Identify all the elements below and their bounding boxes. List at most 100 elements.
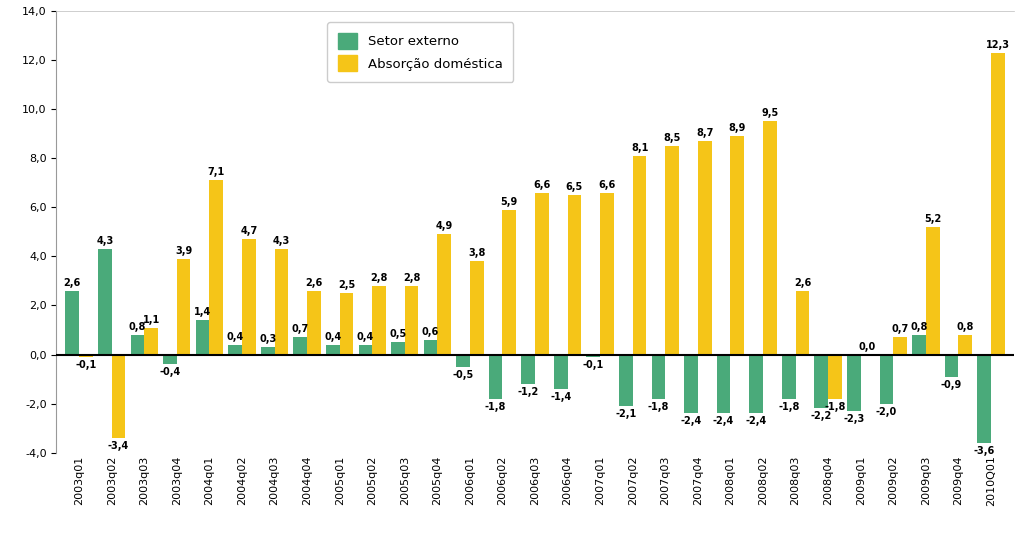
Text: -1,8: -1,8 — [824, 402, 846, 412]
Text: 8,7: 8,7 — [696, 128, 714, 138]
Text: 2,8: 2,8 — [402, 273, 420, 283]
Text: 3,8: 3,8 — [468, 248, 485, 258]
Text: -3,4: -3,4 — [108, 441, 129, 451]
Bar — [196, 320, 209, 354]
Bar — [424, 340, 437, 354]
Text: 12,3: 12,3 — [986, 40, 1010, 50]
Bar — [814, 354, 828, 408]
Bar — [404, 286, 419, 354]
Text: -0,9: -0,9 — [941, 380, 963, 390]
Text: 1,4: 1,4 — [194, 307, 211, 317]
Bar — [651, 354, 666, 399]
Bar — [294, 337, 307, 354]
Bar — [796, 291, 809, 354]
Text: 8,1: 8,1 — [631, 143, 648, 153]
Text: 6,6: 6,6 — [598, 179, 615, 190]
Bar — [717, 354, 730, 413]
Bar — [470, 261, 483, 354]
Text: 4,3: 4,3 — [96, 236, 114, 246]
Bar — [274, 249, 288, 354]
Text: 0,3: 0,3 — [259, 334, 276, 344]
Text: 7,1: 7,1 — [208, 167, 225, 177]
Bar — [880, 354, 893, 404]
Bar — [326, 344, 340, 354]
Bar — [437, 234, 451, 354]
Text: 4,3: 4,3 — [272, 236, 290, 246]
Text: -2,3: -2,3 — [843, 414, 864, 424]
Bar — [958, 335, 972, 354]
Text: -1,8: -1,8 — [648, 402, 669, 412]
Text: 0,6: 0,6 — [422, 327, 439, 337]
Text: 8,5: 8,5 — [664, 133, 681, 143]
Bar — [554, 354, 567, 389]
Bar — [66, 291, 79, 354]
Bar — [98, 249, 112, 354]
Text: 8,9: 8,9 — [729, 123, 745, 133]
Bar — [567, 195, 582, 354]
Bar — [666, 146, 679, 354]
Text: 5,9: 5,9 — [501, 197, 518, 207]
Bar — [372, 286, 386, 354]
Bar — [391, 342, 404, 354]
Text: 0,8: 0,8 — [129, 322, 146, 332]
Bar — [977, 354, 991, 443]
Bar — [600, 193, 613, 354]
Bar — [991, 53, 1005, 354]
Bar — [750, 354, 763, 413]
Bar — [926, 227, 939, 354]
Text: 2,8: 2,8 — [371, 273, 388, 283]
Text: 0,7: 0,7 — [292, 325, 309, 335]
Legend: Setor externo, Absorção doméstica: Setor externo, Absorção doméstica — [327, 22, 513, 82]
Text: -1,4: -1,4 — [550, 392, 571, 402]
Bar — [945, 354, 958, 376]
Bar — [131, 335, 144, 354]
Bar — [620, 354, 633, 406]
Bar — [144, 327, 158, 354]
Text: 0,8: 0,8 — [956, 322, 974, 332]
Text: -1,2: -1,2 — [517, 387, 539, 397]
Bar — [457, 354, 470, 367]
Text: 9,5: 9,5 — [761, 109, 778, 119]
Text: 0,5: 0,5 — [389, 330, 407, 339]
Text: 0,8: 0,8 — [910, 322, 928, 332]
Text: -0,1: -0,1 — [76, 360, 96, 370]
Bar — [358, 344, 372, 354]
Bar — [828, 354, 842, 399]
Text: 2,6: 2,6 — [794, 278, 811, 288]
Bar — [698, 141, 712, 354]
Bar — [79, 354, 93, 357]
Text: 6,6: 6,6 — [534, 179, 551, 190]
Bar — [912, 335, 926, 354]
Text: 2,6: 2,6 — [305, 278, 323, 288]
Text: -2,4: -2,4 — [680, 416, 701, 426]
Bar — [261, 347, 274, 354]
Text: 4,9: 4,9 — [435, 221, 453, 231]
Text: 0,0: 0,0 — [859, 342, 877, 352]
Text: -0,5: -0,5 — [453, 370, 474, 380]
Bar — [209, 181, 223, 354]
Bar — [893, 337, 907, 354]
Text: 0,4: 0,4 — [356, 332, 374, 342]
Text: 1,1: 1,1 — [142, 315, 160, 325]
Text: -1,8: -1,8 — [485, 402, 506, 412]
Bar — [782, 354, 796, 399]
Bar — [730, 136, 744, 354]
Bar — [684, 354, 698, 413]
Text: 3,9: 3,9 — [175, 246, 193, 256]
Text: -1,8: -1,8 — [778, 402, 800, 412]
Bar — [503, 210, 516, 354]
Text: 6,5: 6,5 — [566, 182, 583, 192]
Text: 2,6: 2,6 — [63, 278, 81, 288]
Bar — [340, 293, 353, 354]
Bar — [177, 259, 190, 354]
Text: 2,5: 2,5 — [338, 280, 355, 290]
Text: 0,4: 0,4 — [325, 332, 341, 342]
Bar — [521, 354, 535, 384]
Text: -2,4: -2,4 — [745, 416, 767, 426]
Bar — [488, 354, 503, 399]
Bar — [242, 239, 256, 354]
Bar — [633, 156, 646, 354]
Text: 0,4: 0,4 — [226, 332, 244, 342]
Bar — [112, 354, 125, 438]
Bar — [163, 354, 177, 364]
